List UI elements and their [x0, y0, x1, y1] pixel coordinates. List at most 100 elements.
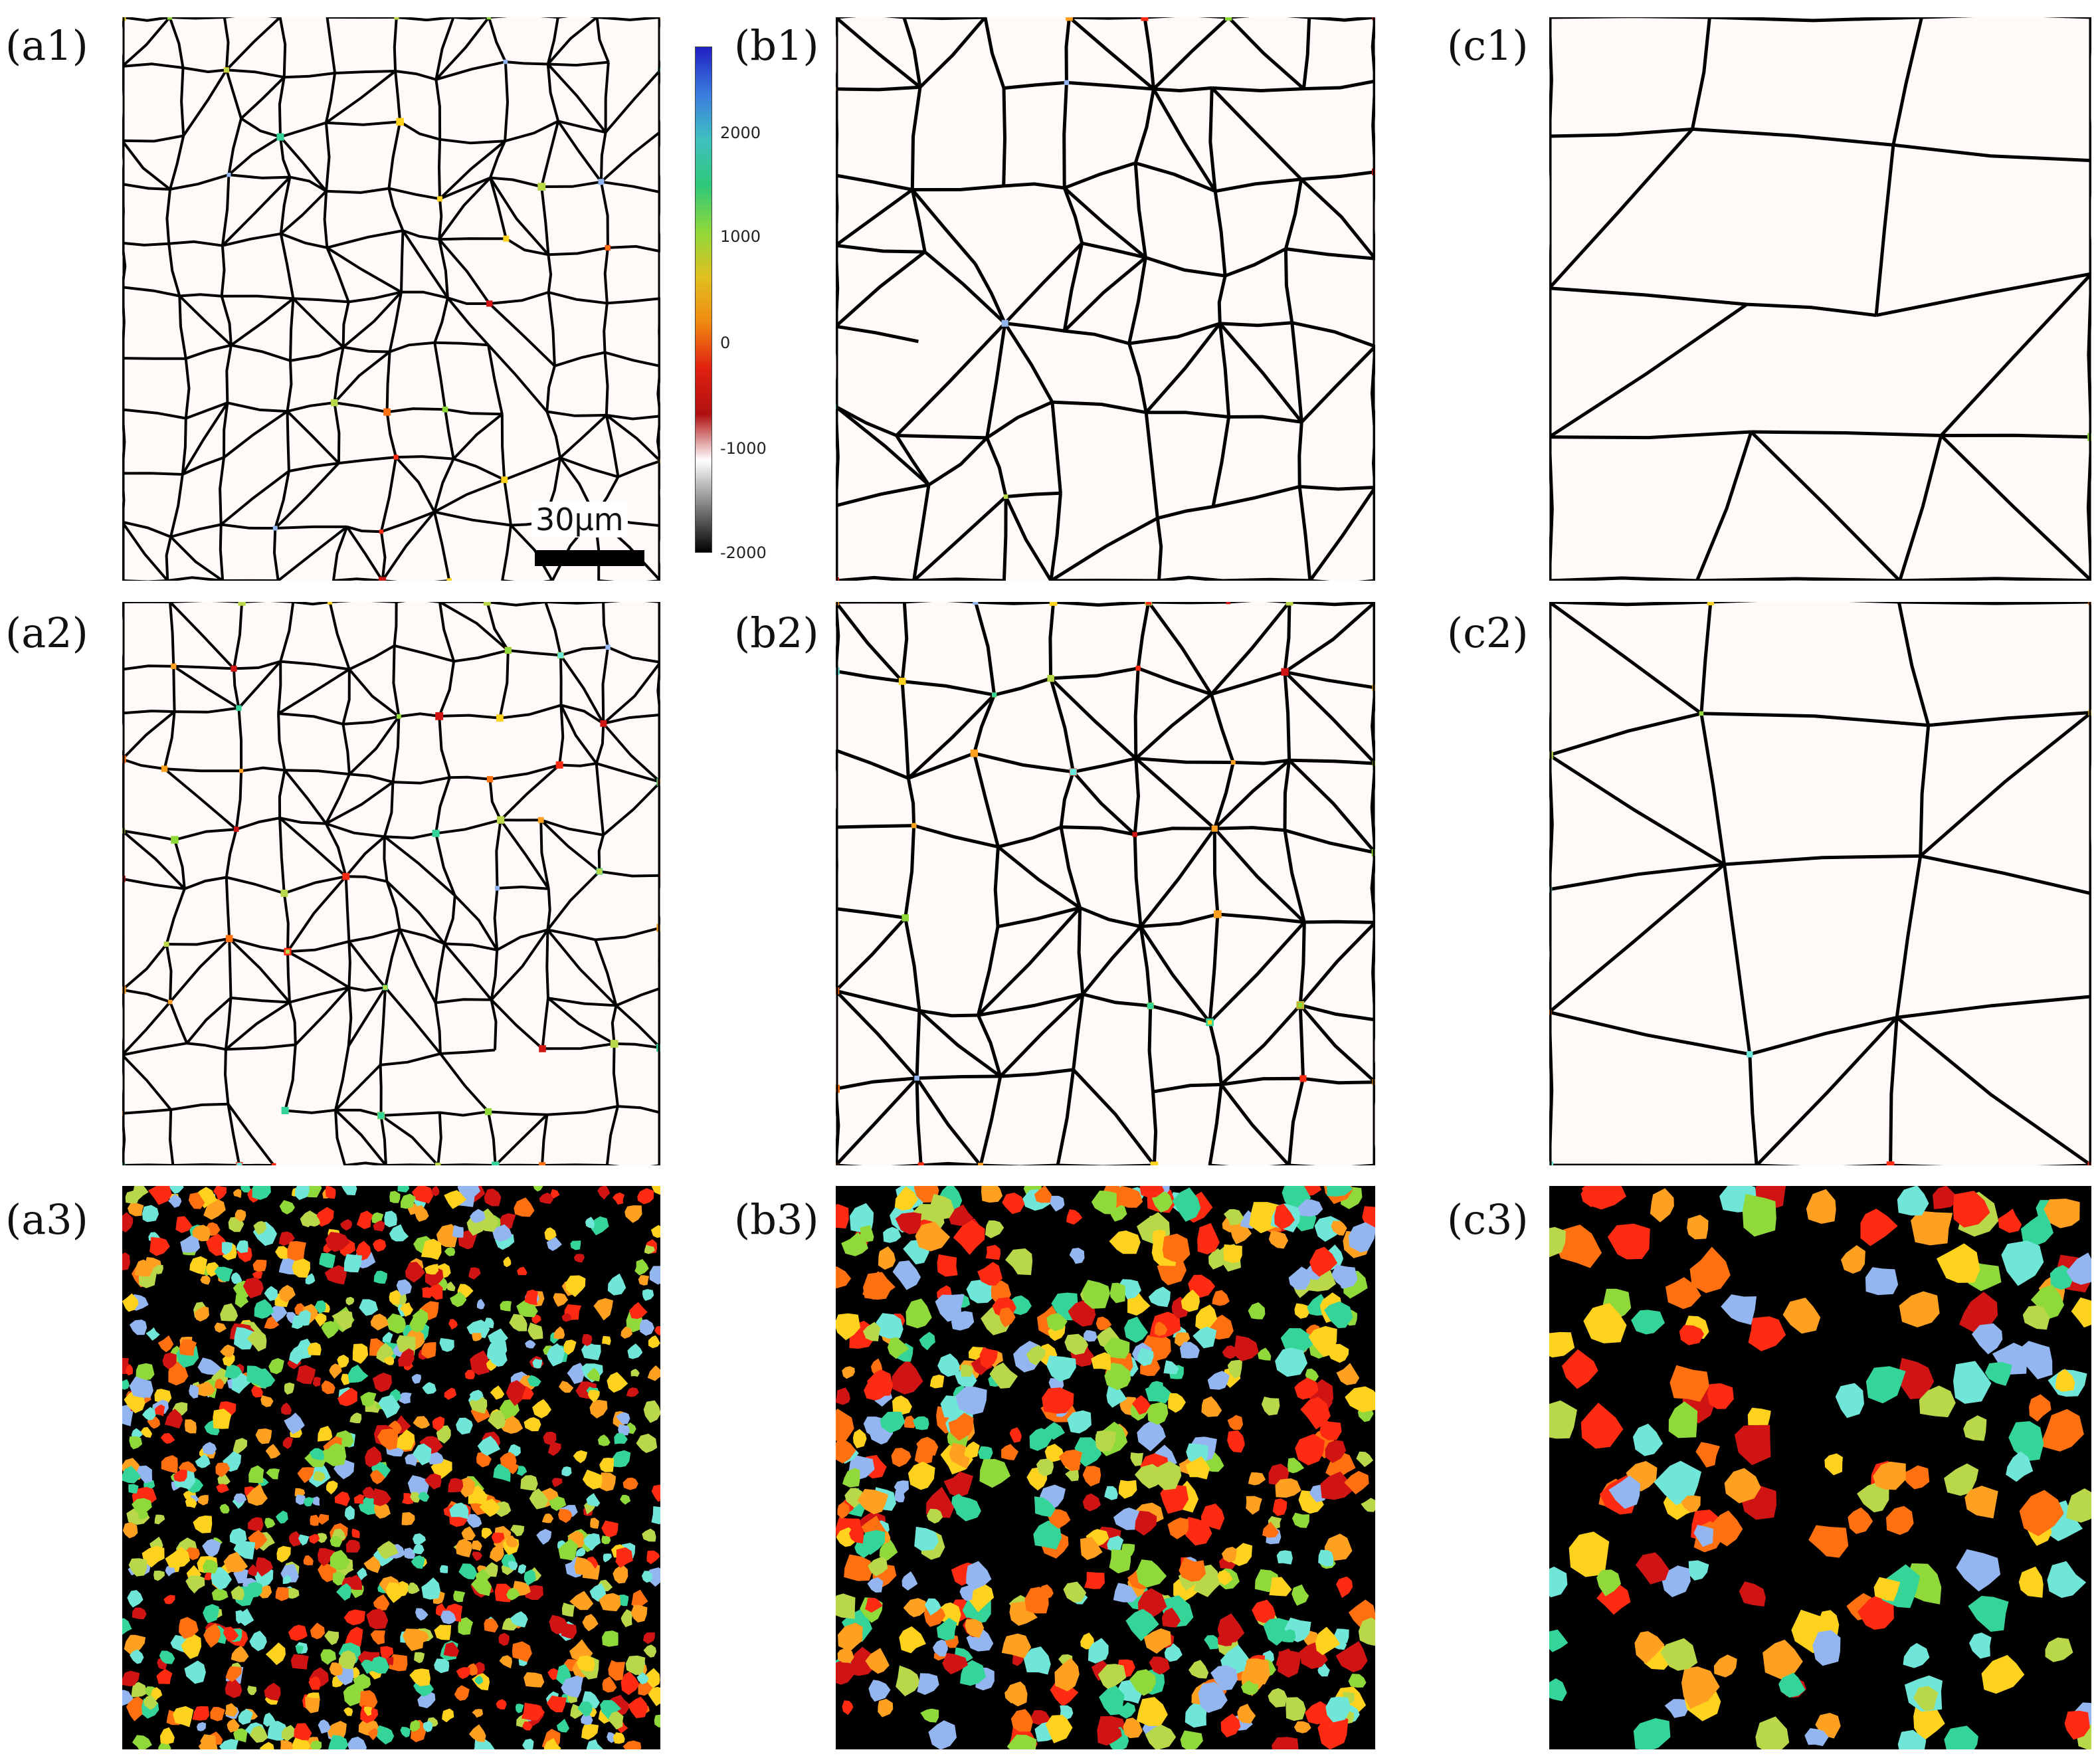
grain — [1911, 1211, 1953, 1246]
boundary-segment — [594, 939, 618, 1006]
grain — [337, 1387, 357, 1407]
boundary-segment — [617, 460, 660, 478]
grain — [329, 1662, 343, 1676]
boundary-segment — [223, 1049, 230, 1104]
grain — [265, 1642, 286, 1666]
grain — [914, 1443, 933, 1465]
grain — [516, 1296, 538, 1318]
boundary-segment — [557, 120, 607, 134]
boundary-segment — [1709, 17, 1922, 23]
grain — [868, 1556, 888, 1577]
grain — [951, 1494, 965, 1513]
grain — [1129, 1669, 1156, 1696]
boundary-segment — [503, 479, 512, 526]
grain — [509, 1314, 527, 1331]
boundary-segment — [1056, 1069, 1076, 1165]
boundary-segment — [1286, 247, 1375, 260]
grain — [1091, 1190, 1117, 1215]
grain — [1069, 1248, 1085, 1264]
boundary-segment — [178, 295, 233, 346]
grain — [411, 1186, 434, 1204]
junction-dot — [383, 985, 388, 990]
boundary-segment — [1875, 272, 2091, 318]
grain — [458, 1563, 477, 1580]
boundary-segment — [278, 17, 287, 78]
grain — [620, 1671, 640, 1696]
boundary-segment — [122, 757, 165, 771]
grain — [1091, 1352, 1111, 1371]
junction-dot — [1047, 674, 1054, 682]
boundary-segment — [604, 62, 610, 133]
junction-dot — [1225, 17, 1232, 21]
boundary-segment — [170, 523, 222, 538]
boundary-segment — [1895, 856, 1923, 1018]
grain — [231, 1645, 249, 1662]
boundary-segment — [179, 293, 222, 298]
grain — [175, 1216, 193, 1233]
junction-dot — [1141, 17, 1149, 21]
grain — [1272, 1737, 1299, 1749]
grain — [288, 1588, 300, 1599]
grain — [551, 1478, 563, 1488]
boundary-segment — [912, 484, 931, 581]
grain — [1272, 1498, 1287, 1516]
grain — [1348, 1674, 1367, 1688]
grain — [1318, 1549, 1334, 1567]
grain — [597, 1186, 611, 1200]
grain — [307, 1342, 322, 1356]
boundary-segment — [836, 669, 903, 683]
boundary-segment — [333, 347, 345, 403]
grain — [264, 1316, 280, 1329]
grain — [456, 1667, 470, 1679]
grain — [646, 1550, 660, 1565]
boundary-segment — [546, 888, 551, 930]
junction-dot — [171, 663, 177, 669]
grain — [156, 1668, 173, 1684]
boundary-segment — [287, 950, 350, 989]
grain — [415, 1608, 429, 1621]
grain — [130, 1649, 144, 1664]
grain — [894, 1480, 909, 1496]
boundary-segment — [1897, 602, 1931, 726]
grain — [1903, 1642, 1930, 1668]
grain — [266, 1468, 280, 1480]
grain — [1246, 1496, 1262, 1515]
boundary-segment — [986, 400, 1053, 439]
boundary-segment — [489, 140, 506, 179]
grain — [842, 1366, 855, 1379]
grain — [1549, 1566, 1568, 1598]
grain — [1269, 1577, 1292, 1597]
grain — [413, 1416, 430, 1429]
grain — [651, 1484, 660, 1502]
grain — [942, 1652, 969, 1675]
panel-a3-grain-map — [122, 1186, 660, 1749]
boundary-segment — [602, 722, 660, 783]
grain — [1068, 1300, 1096, 1327]
boundary-segment — [1072, 1068, 1156, 1165]
grain — [1168, 1393, 1186, 1413]
grain — [935, 1294, 965, 1322]
boundary-segment — [399, 928, 445, 945]
boundary-segment — [505, 237, 549, 256]
grain — [256, 1557, 274, 1577]
grain — [2001, 1240, 2044, 1286]
grain — [587, 1390, 600, 1403]
boundary-segment — [1308, 486, 1375, 581]
grain — [524, 1569, 536, 1586]
boundary-segment — [489, 177, 508, 239]
boundary-segment — [343, 345, 390, 353]
boundary-segment — [1062, 243, 1084, 332]
grain — [1953, 1191, 1990, 1228]
grain — [389, 1191, 401, 1203]
grain — [1804, 1728, 1829, 1746]
boundary-segment — [122, 829, 186, 890]
junction-dot — [280, 890, 288, 897]
boundary-segment — [169, 173, 229, 191]
junction-dot — [496, 714, 504, 722]
panel-c1-boundary-map — [1549, 17, 2091, 581]
grain — [336, 1583, 351, 1601]
boundary-segment — [122, 710, 175, 761]
grain — [1192, 1326, 1217, 1349]
grain — [985, 1244, 1001, 1260]
panel-label-c1: (c1) — [1447, 21, 1529, 70]
